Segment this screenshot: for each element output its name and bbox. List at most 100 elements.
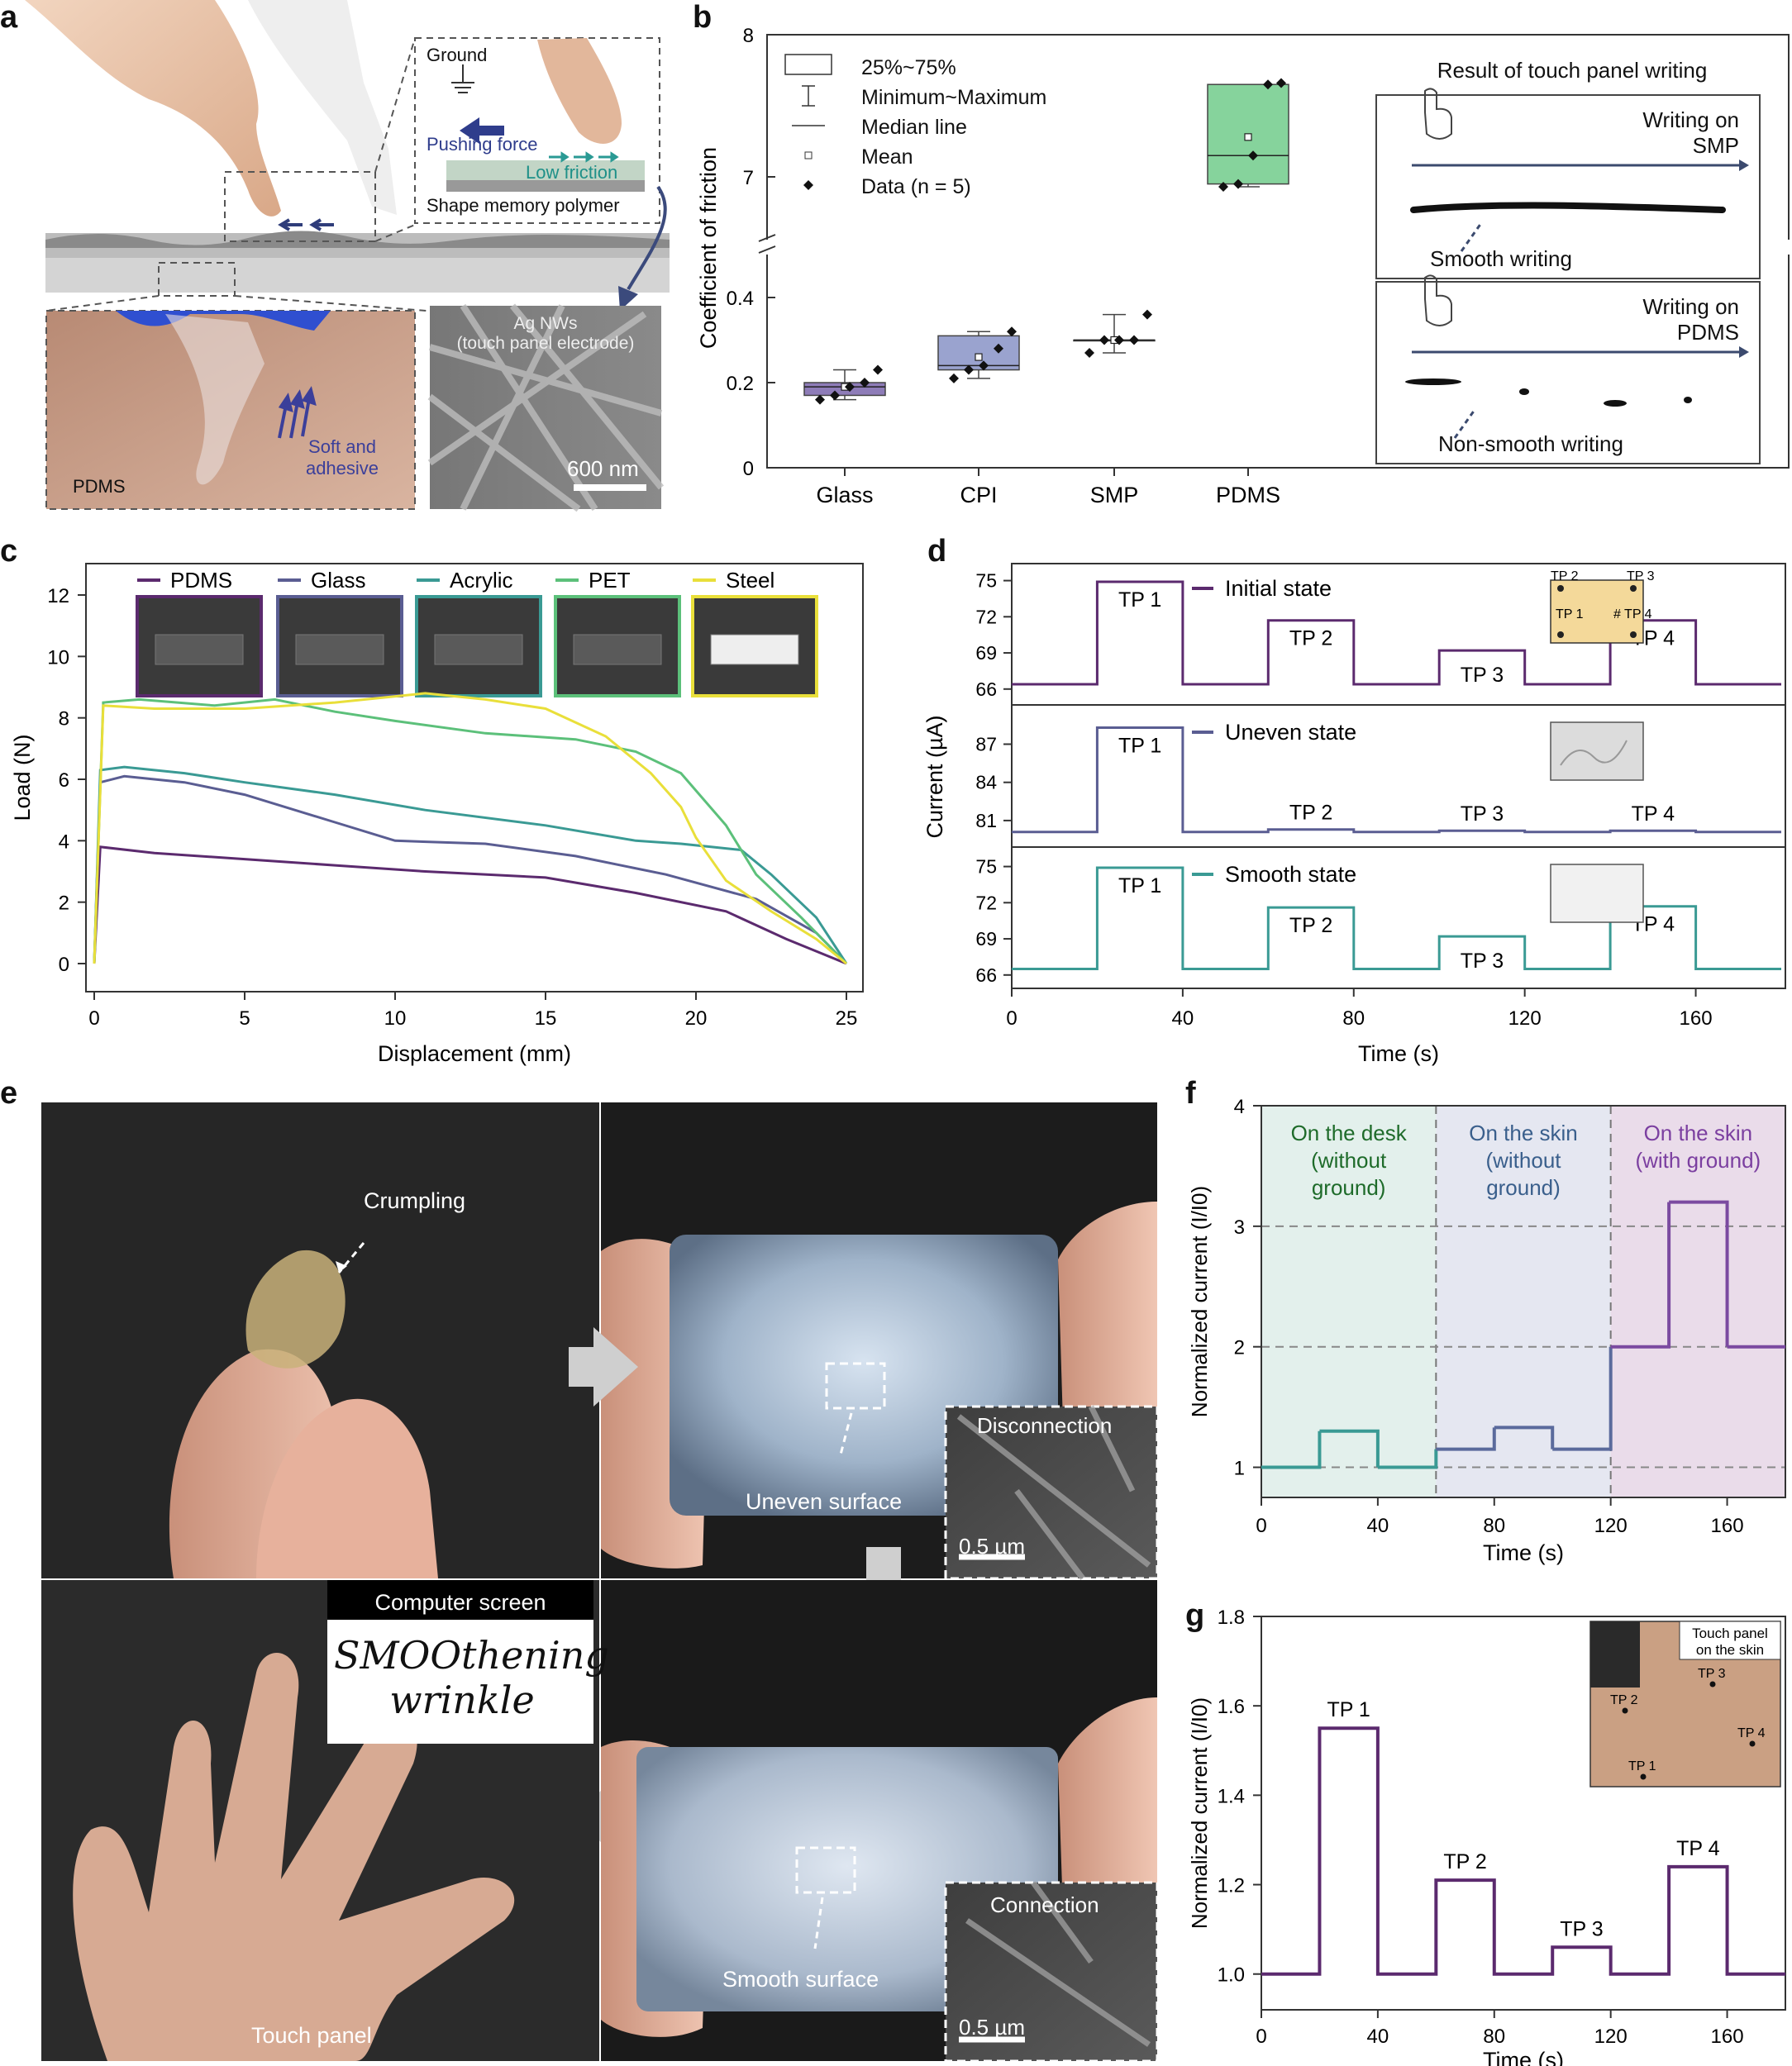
legend-label: Acrylic: [450, 568, 513, 593]
handwriting: SMOOthening wrinkle: [334, 1633, 609, 1722]
broken-stroke: [1405, 378, 1461, 385]
series-segment: [1610, 1202, 1671, 1349]
inset-bg: [1590, 1621, 1640, 1688]
data-point: [1114, 335, 1124, 345]
tp-label: TP 1: [1118, 588, 1161, 612]
x-tick-label: 15: [535, 1007, 557, 1030]
hand-pointer-icon: [1424, 88, 1452, 140]
broken-stroke: [1519, 388, 1529, 395]
series-normalized-current: [1261, 1726, 1785, 1976]
y-tick-label: 72: [975, 892, 997, 913]
tp-dot: [1622, 1707, 1628, 1714]
y-tick-label: 1.4: [1218, 1785, 1245, 1807]
dashed-arrow: [1453, 409, 1476, 439]
smp-writing-label: Writing on SMP: [1642, 107, 1739, 158]
pdms-writing-box: Writing on PDMS Non-smooth writing: [1375, 281, 1761, 464]
legend-label: PDMS: [170, 568, 232, 593]
series-segment: [1552, 1346, 1613, 1451]
panel-label-f: f: [1185, 1076, 1196, 1111]
data-point: [1248, 150, 1258, 161]
smooth-surface-label: Smooth surface: [722, 1967, 879, 1992]
tp-label: TP 3: [1461, 802, 1504, 826]
y-axis-label: Current (µA): [922, 715, 947, 838]
inset-tp-label: TP 2: [1551, 569, 1579, 583]
panel-b-legend: 25%~75% Minimum~Maximum Median line Mean…: [861, 53, 1046, 202]
data-point: [1084, 347, 1094, 358]
hand: [25, 0, 281, 217]
y-tick-label: 6: [59, 769, 69, 792]
series-steel: [93, 692, 847, 965]
sem-scale-label: 600 nm: [567, 456, 639, 481]
tp-label: TP 3: [1461, 950, 1504, 973]
panel-label-d: d: [927, 534, 947, 569]
axis-break: [1782, 240, 1792, 255]
series-pdms: [93, 845, 847, 965]
y-tick-label: 2: [1234, 1337, 1245, 1359]
legend-mean-glyph: [804, 151, 813, 159]
data-point: [1263, 79, 1273, 90]
y-tick-label: 3: [1234, 1216, 1245, 1239]
y-tick-label: 87: [975, 734, 997, 755]
tp-label: TP 1: [1327, 1698, 1370, 1721]
series-uneven-state: [1012, 726, 1781, 834]
x-tick-label: 80: [1342, 1007, 1365, 1030]
legend-label: Initial state: [1225, 576, 1332, 601]
x-axis-label: Time (s): [1483, 2048, 1564, 2066]
broken-stroke: [1604, 400, 1627, 407]
x-tick-label: Glass: [816, 483, 873, 507]
smooth-stroke: [1410, 202, 1726, 213]
series-acrylic: [93, 765, 848, 964]
inset-caption: Touch panel: [1692, 1626, 1768, 1641]
y-tick-label: 7: [743, 167, 754, 189]
legend-label: Smooth state: [1225, 862, 1356, 887]
data-point: [830, 390, 840, 401]
y-axis-label: Load (N): [10, 734, 35, 821]
x-tick-label: 40: [1172, 1007, 1194, 1030]
tp-dot: [1557, 631, 1564, 638]
series-segment: [1377, 1449, 1438, 1469]
y-tick-label: 12: [47, 585, 69, 607]
mean-marker: [1244, 133, 1252, 141]
touch-panel-label: Touch panel: [251, 2023, 372, 2048]
legend-median: Median line: [861, 116, 967, 139]
y-tick-label: 84: [975, 772, 997, 793]
uneven-surface-label: Uneven surface: [746, 1489, 903, 1514]
series-segment: [1319, 1429, 1380, 1468]
sample-strip: [710, 634, 799, 665]
sample-strip: [434, 634, 523, 665]
inset-tp-label: TP 4: [1737, 1726, 1766, 1740]
crumpling-label: Crumpling: [364, 1188, 466, 1213]
data-point: [873, 364, 883, 375]
x-tick-label: 20: [685, 1007, 708, 1030]
series-segment: [1669, 1200, 1729, 1347]
inset-tp-label: # TP 4: [1613, 607, 1652, 621]
wrinkle: [1560, 740, 1628, 766]
smp-label: Shape memory polymer: [427, 195, 620, 216]
region-bg: [1436, 1106, 1611, 1497]
region-label: (without: [1485, 1148, 1561, 1173]
inset-tp-label: TP 2: [1610, 1693, 1638, 1707]
panel-b-boxplot: 0 0.2 0.4 7 8 Coefficient of friction Glass CPI…: [696, 25, 1792, 507]
mean-marker: [975, 353, 983, 361]
plot-frame: [85, 563, 864, 993]
y-tick-label: 1: [1234, 1458, 1245, 1480]
legend-label: Glass: [311, 568, 365, 593]
tp-label: TP 2: [1289, 914, 1332, 937]
axis-break-mark: [758, 234, 776, 254]
broken-stroke: [1684, 397, 1692, 403]
tp-label: TP 4: [1632, 802, 1675, 826]
data-point: [815, 394, 825, 405]
x-tick-label: 10: [384, 1007, 407, 1030]
y-tick-label: 0: [59, 954, 69, 976]
y-tick-label: 10: [47, 646, 69, 669]
data-point: [1129, 335, 1139, 345]
smp-writing-box: Writing on SMP Smooth writing: [1375, 94, 1761, 279]
data-point: [979, 360, 989, 371]
panel-label-b: b: [693, 0, 713, 35]
pdms-writing-label: Writing on PDMS: [1642, 294, 1739, 345]
data-point: [1276, 78, 1286, 88]
uneven-inset: [1550, 721, 1644, 781]
tp-dot: [1640, 1773, 1647, 1780]
tp-label: TP 3: [1560, 1917, 1603, 1940]
data-point: [1233, 179, 1243, 189]
